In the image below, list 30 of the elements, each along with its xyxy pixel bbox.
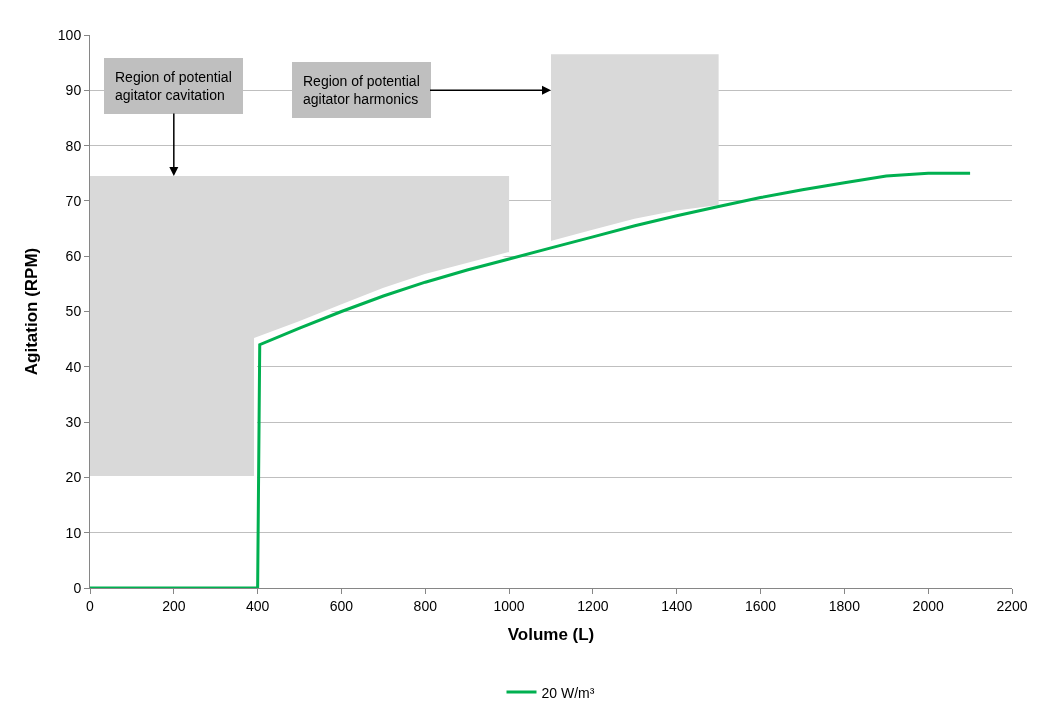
y-tick-label: 90 — [65, 82, 82, 99]
x-tick-label: 2200 — [996, 597, 1028, 614]
y-tick-label: 60 — [65, 248, 82, 265]
x-tick-label: 2000 — [912, 597, 944, 614]
x-tick-label: 200 — [162, 597, 186, 614]
line-series — [90, 171, 972, 588]
x-tick-label: 1200 — [577, 597, 609, 614]
y-tick-label: 100 — [57, 26, 82, 43]
legend-label: 20 W/m³ — [541, 684, 595, 701]
y-tick-label: 10 — [65, 524, 82, 541]
y-tick-label: 70 — [65, 192, 82, 209]
x-tick-label: 400 — [245, 597, 270, 614]
x-axis-title: Volume (L) — [507, 625, 595, 645]
x-tick-label: 1600 — [744, 597, 777, 614]
annotation: Region of potential agitator harmonics — [303, 73, 420, 108]
x-tick-label: 600 — [329, 597, 354, 614]
x-tick-label: 0 — [86, 597, 95, 614]
y-tick-label: 80 — [65, 137, 82, 154]
y-tick-label: 20 — [65, 469, 82, 486]
line-series — [90, 251, 511, 479]
x-tick-label: 1800 — [828, 597, 861, 614]
y-tick-label: 30 — [65, 414, 82, 430]
x-tick-label: 800 — [413, 597, 438, 614]
x-tick-label: 1400 — [661, 597, 693, 614]
x-tick-label: 1000 — [493, 597, 525, 614]
y-tick-label: 50 — [65, 303, 82, 320]
y-tick-label: 40 — [65, 358, 82, 375]
y-tick-label: 0 — [73, 579, 82, 596]
annotation: Region of potential agitator cavitation — [115, 69, 232, 104]
y-axis-title: Agitation (RPM) — [22, 247, 42, 376]
